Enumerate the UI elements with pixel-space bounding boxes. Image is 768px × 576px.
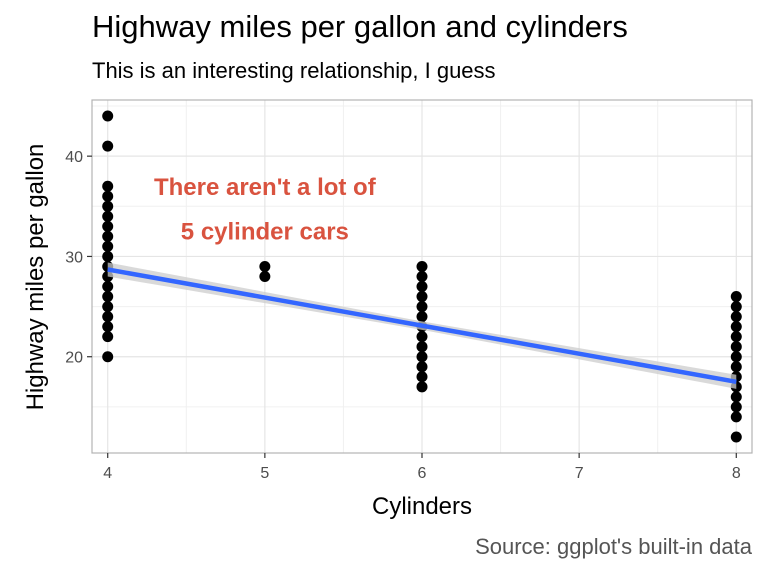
y-tick-label: 20 xyxy=(65,350,83,367)
trend-line xyxy=(107,267,737,385)
x-tick-label: 8 xyxy=(732,465,741,482)
y-tick-label: 40 xyxy=(65,149,83,166)
data-point xyxy=(102,110,114,122)
x-axis-label: Cylinders xyxy=(371,493,473,520)
data-point xyxy=(730,291,742,303)
data-point xyxy=(102,321,114,333)
data-point xyxy=(416,331,428,343)
data-point xyxy=(730,431,742,443)
data-point xyxy=(730,411,742,423)
data-point xyxy=(102,200,114,212)
x-tick-label: 5 xyxy=(260,465,269,482)
data-point xyxy=(102,230,114,242)
data-point xyxy=(102,301,114,313)
data-point xyxy=(730,311,742,323)
annotation-text: 5 cylinder cars xyxy=(181,218,349,245)
x-tick-label: 6 xyxy=(418,465,427,482)
data-point xyxy=(416,271,428,282)
data-point xyxy=(102,281,114,293)
x-tick-label: 4 xyxy=(103,465,112,482)
chart-title: Highway miles per gallon and cylinders xyxy=(92,9,628,44)
data-point xyxy=(730,341,742,353)
data-point xyxy=(102,210,114,222)
y-tick-label: 30 xyxy=(65,249,83,266)
chart-subtitle: This is an interesting relationship, I g… xyxy=(92,58,496,83)
data-point xyxy=(416,361,428,373)
data-point xyxy=(416,341,428,353)
data-point xyxy=(730,361,742,373)
data-point xyxy=(102,220,114,232)
data-point xyxy=(102,180,114,192)
data-point xyxy=(730,391,742,403)
data-point xyxy=(416,311,428,323)
data-point xyxy=(730,301,742,313)
data-point xyxy=(102,311,114,323)
x-tick-label: 7 xyxy=(575,465,584,482)
data-point xyxy=(730,321,742,333)
data-point xyxy=(102,291,114,303)
data-point xyxy=(416,381,428,393)
data-point xyxy=(416,291,428,303)
chart-caption: Source: ggplot's built-in data xyxy=(475,534,752,559)
data-point xyxy=(102,190,114,202)
data-point xyxy=(259,271,271,282)
data-point xyxy=(416,260,428,272)
data-point xyxy=(416,281,428,293)
data-point xyxy=(102,331,114,343)
data-point xyxy=(102,351,114,363)
data-point xyxy=(416,351,428,363)
data-point xyxy=(102,140,114,152)
data-point xyxy=(416,371,428,383)
data-point xyxy=(259,260,271,272)
annotation-text: There aren't a lot of xyxy=(154,174,377,201)
data-point xyxy=(730,401,742,413)
data-point xyxy=(730,351,742,363)
data-point xyxy=(102,240,114,252)
data-point xyxy=(102,250,114,262)
data-point xyxy=(730,331,742,343)
data-point xyxy=(416,301,428,313)
